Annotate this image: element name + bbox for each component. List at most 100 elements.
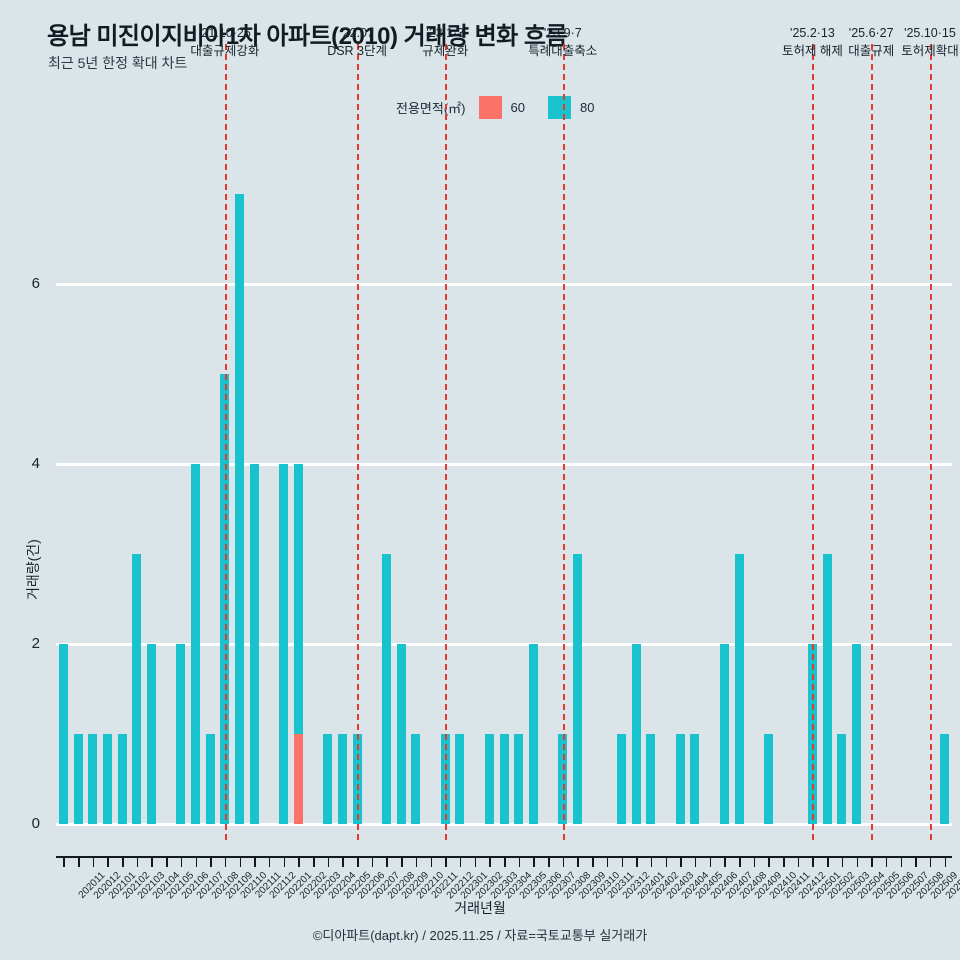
bar-segment[interactable] xyxy=(852,644,862,824)
page-title: 용남 미진이지비아1차 아파트(2010) 거래량 변화 흐름 xyxy=(47,23,568,50)
bar-segment[interactable] xyxy=(381,554,391,824)
bar[interactable] xyxy=(631,644,641,824)
gridline xyxy=(56,642,952,646)
x-tick xyxy=(636,858,638,867)
bar-segment[interactable] xyxy=(455,734,465,824)
bar-segment[interactable] xyxy=(690,734,700,824)
x-tick xyxy=(386,858,388,867)
x-tick xyxy=(78,858,80,867)
bar-segment[interactable] xyxy=(323,734,333,824)
bar[interactable] xyxy=(117,734,127,824)
bar[interactable] xyxy=(279,464,289,824)
bar[interactable] xyxy=(88,734,98,824)
event-line xyxy=(224,44,227,840)
bar-segment[interactable] xyxy=(58,644,68,824)
bar[interactable] xyxy=(646,734,656,824)
bar-segment[interactable] xyxy=(528,644,538,824)
bar-segment[interactable] xyxy=(837,734,847,824)
bar[interactable] xyxy=(499,734,509,824)
bar-segment[interactable] xyxy=(337,734,347,824)
bar[interactable] xyxy=(484,734,494,824)
bar[interactable] xyxy=(822,554,832,824)
bar[interactable] xyxy=(205,734,215,824)
bar[interactable] xyxy=(617,734,626,824)
bar-segment[interactable] xyxy=(176,644,186,824)
bar[interactable] xyxy=(528,644,538,824)
bar[interactable] xyxy=(411,734,421,824)
bar-segment[interactable] xyxy=(132,554,142,824)
event-name: DSR 3단계 xyxy=(327,44,388,58)
bar[interactable] xyxy=(323,734,333,824)
bar[interactable] xyxy=(249,464,259,824)
bar[interactable] xyxy=(940,734,950,824)
bar-segment[interactable] xyxy=(205,734,215,824)
x-tick xyxy=(357,858,359,867)
bar-segment[interactable] xyxy=(484,734,494,824)
bar[interactable] xyxy=(191,464,201,824)
bar[interactable] xyxy=(514,734,524,824)
bar-segment[interactable] xyxy=(572,554,582,824)
x-tick xyxy=(327,858,330,867)
bar-segment[interactable] xyxy=(191,464,201,824)
event-line xyxy=(812,44,815,840)
bar-segment[interactable] xyxy=(88,734,98,824)
bar-segment[interactable] xyxy=(646,734,656,824)
bar[interactable] xyxy=(73,734,83,824)
bar-segment[interactable] xyxy=(146,644,156,824)
bar[interactable] xyxy=(58,644,68,824)
bar[interactable] xyxy=(837,734,847,824)
legend-label-60: 60 xyxy=(510,100,525,115)
bar[interactable] xyxy=(293,464,303,824)
bar-segment[interactable] xyxy=(940,734,950,824)
x-tick xyxy=(210,858,212,867)
bar[interactable] xyxy=(734,554,744,824)
bar-segment[interactable] xyxy=(411,734,421,824)
event-date: '25.10·15 xyxy=(904,26,956,40)
bar[interactable] xyxy=(455,734,465,824)
bar[interactable] xyxy=(396,644,406,824)
x-tick xyxy=(783,858,785,867)
bar[interactable] xyxy=(146,644,156,824)
event-line xyxy=(357,44,360,840)
event-line xyxy=(929,44,932,840)
bar[interactable] xyxy=(763,734,773,824)
bar-segment[interactable] xyxy=(675,734,685,824)
bar-segment[interactable] xyxy=(396,644,406,824)
bar[interactable] xyxy=(719,644,729,824)
bar[interactable] xyxy=(337,734,347,824)
bar-segment[interactable] xyxy=(719,644,729,824)
bar-segment[interactable] xyxy=(763,734,773,824)
x-tick xyxy=(724,858,726,867)
bar-segment[interactable] xyxy=(293,464,303,734)
bar[interactable] xyxy=(572,554,582,824)
bar-segment[interactable] xyxy=(499,734,509,824)
bar-segment[interactable] xyxy=(734,554,744,824)
bar-segment[interactable] xyxy=(822,554,832,824)
bar[interactable] xyxy=(132,554,142,824)
bar[interactable] xyxy=(176,644,186,824)
y-tick-label: 2 xyxy=(31,635,40,652)
bar-segment[interactable] xyxy=(117,734,127,824)
x-axis-line xyxy=(56,856,952,858)
bar[interactable] xyxy=(102,734,112,824)
bar-segment[interactable] xyxy=(293,734,303,824)
x-tick xyxy=(548,858,550,867)
bar[interactable] xyxy=(381,554,391,824)
x-tick xyxy=(474,858,477,867)
bar[interactable] xyxy=(235,194,245,824)
bar[interactable] xyxy=(852,644,862,824)
x-tick xyxy=(415,858,418,867)
bar-segment[interactable] xyxy=(102,734,112,824)
bar-segment[interactable] xyxy=(279,464,289,824)
x-tick xyxy=(166,858,168,867)
bar-segment[interactable] xyxy=(631,644,641,824)
bar-segment[interactable] xyxy=(514,734,524,824)
bar[interactable] xyxy=(690,734,700,824)
x-tick xyxy=(342,858,344,867)
bar-segment[interactable] xyxy=(73,734,83,824)
bar-segment[interactable] xyxy=(249,464,259,824)
bar-segment[interactable] xyxy=(235,194,245,824)
bar-segment[interactable] xyxy=(617,734,626,824)
event-date: '22.07 xyxy=(340,26,374,40)
bar[interactable] xyxy=(675,734,685,824)
